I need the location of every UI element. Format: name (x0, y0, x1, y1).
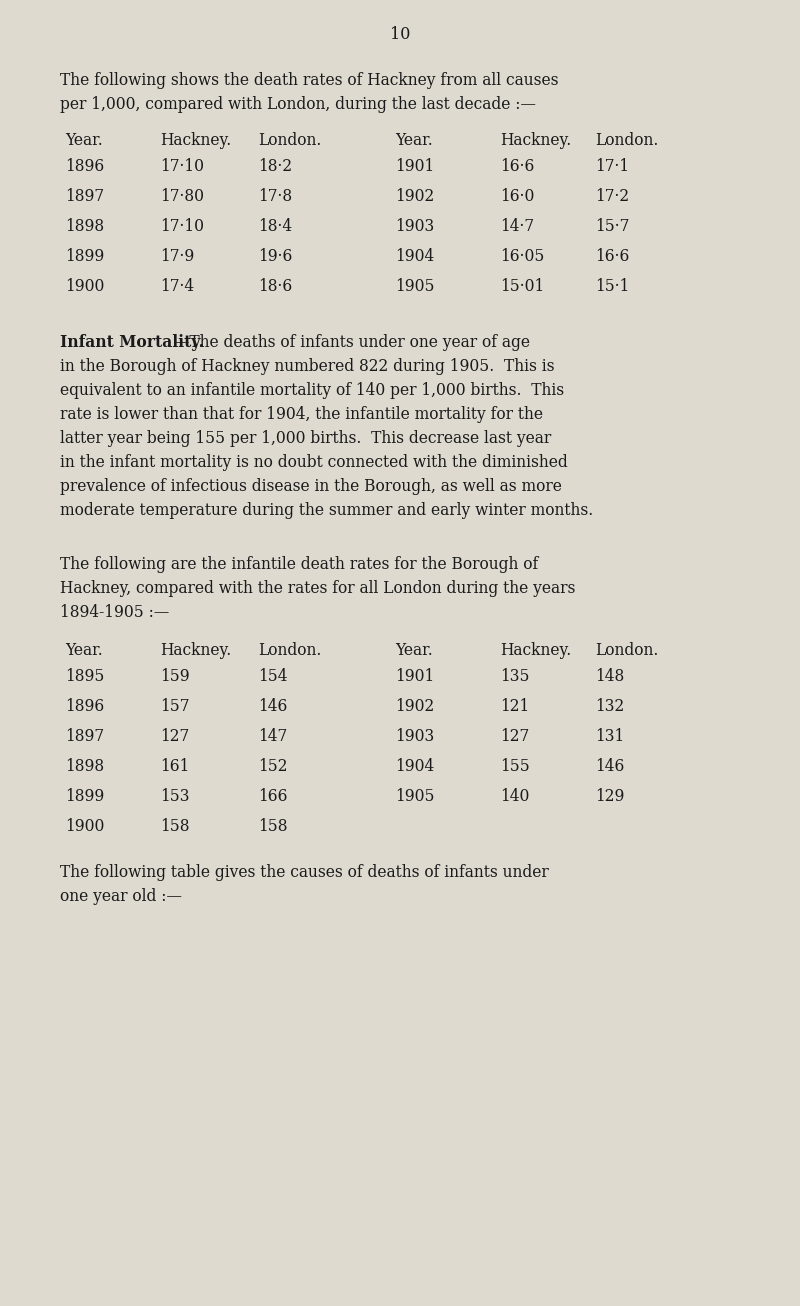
Text: 1895: 1895 (65, 667, 104, 686)
Text: Infant Mortality.: Infant Mortality. (60, 334, 204, 351)
Text: 1900: 1900 (65, 818, 104, 835)
Text: 17·2: 17·2 (595, 188, 629, 205)
Text: 17·9: 17·9 (160, 248, 194, 265)
Text: 15·1: 15·1 (595, 278, 630, 295)
Text: Year.: Year. (65, 643, 102, 660)
Text: 1904: 1904 (395, 757, 434, 774)
Text: in the infant mortality is no doubt connected with the diminished: in the infant mortality is no doubt conn… (60, 454, 568, 471)
Text: 146: 146 (595, 757, 624, 774)
Text: 153: 153 (160, 788, 190, 804)
Text: 17·8: 17·8 (258, 188, 292, 205)
Text: latter year being 155 per 1,000 births.  This decrease last year: latter year being 155 per 1,000 births. … (60, 430, 551, 447)
Text: Hackney.: Hackney. (500, 132, 571, 149)
Text: Hackney.: Hackney. (500, 643, 571, 660)
Text: 140: 140 (500, 788, 530, 804)
Text: 155: 155 (500, 757, 530, 774)
Text: 166: 166 (258, 788, 287, 804)
Text: 1901: 1901 (395, 158, 434, 175)
Text: 14·7: 14·7 (500, 218, 534, 235)
Text: 1899: 1899 (65, 248, 104, 265)
Text: 16·05: 16·05 (500, 248, 544, 265)
Text: prevalence of infectious disease in the Borough, as well as more: prevalence of infectious disease in the … (60, 478, 562, 495)
Text: 1900: 1900 (65, 278, 104, 295)
Text: 16·0: 16·0 (500, 188, 534, 205)
Text: 1899: 1899 (65, 788, 104, 804)
Text: 1903: 1903 (395, 727, 434, 744)
Text: The following table gives the causes of deaths of infants under: The following table gives the causes of … (60, 865, 549, 882)
Text: 127: 127 (160, 727, 190, 744)
Text: 15·7: 15·7 (595, 218, 630, 235)
Text: 19·6: 19·6 (258, 248, 292, 265)
Text: Hackney.: Hackney. (160, 643, 231, 660)
Text: Year.: Year. (395, 643, 433, 660)
Text: Year.: Year. (395, 132, 433, 149)
Text: 16·6: 16·6 (595, 248, 630, 265)
Text: London.: London. (258, 132, 322, 149)
Text: Year.: Year. (65, 132, 102, 149)
Text: 18·4: 18·4 (258, 218, 292, 235)
Text: 161: 161 (160, 757, 190, 774)
Text: 17·80: 17·80 (160, 188, 204, 205)
Text: 1898: 1898 (65, 757, 104, 774)
Text: 17·10: 17·10 (160, 218, 204, 235)
Text: 1902: 1902 (395, 697, 434, 714)
Text: 1901: 1901 (395, 667, 434, 686)
Text: The following are the infantile death rates for the Borough of: The following are the infantile death ra… (60, 556, 538, 573)
Text: 15·01: 15·01 (500, 278, 544, 295)
Text: one year old :—: one year old :— (60, 888, 182, 905)
Text: Hackney.: Hackney. (160, 132, 231, 149)
Text: 1905: 1905 (395, 788, 434, 804)
Text: 158: 158 (160, 818, 190, 835)
Text: London.: London. (258, 643, 322, 660)
Text: 18·2: 18·2 (258, 158, 292, 175)
Text: 16·6: 16·6 (500, 158, 534, 175)
Text: equivalent to an infantile mortality of 140 per 1,000 births.  This: equivalent to an infantile mortality of … (60, 381, 564, 400)
Text: 135: 135 (500, 667, 530, 686)
Text: 17·4: 17·4 (160, 278, 194, 295)
Text: rate is lower than that for 1904, the infantile mortality for the: rate is lower than that for 1904, the in… (60, 406, 543, 423)
Text: 1904: 1904 (395, 248, 434, 265)
Text: 1896: 1896 (65, 697, 104, 714)
Text: 18·6: 18·6 (258, 278, 292, 295)
Text: 152: 152 (258, 757, 287, 774)
Text: The following shows the death rates of Hackney from all causes: The following shows the death rates of H… (60, 72, 558, 89)
Text: 1905: 1905 (395, 278, 434, 295)
Text: 1894-1905 :—: 1894-1905 :— (60, 603, 170, 620)
Text: 148: 148 (595, 667, 624, 686)
Text: 1898: 1898 (65, 218, 104, 235)
Text: 159: 159 (160, 667, 190, 686)
Text: 1903: 1903 (395, 218, 434, 235)
Text: 17·10: 17·10 (160, 158, 204, 175)
Text: 1897: 1897 (65, 188, 104, 205)
Text: 147: 147 (258, 727, 287, 744)
Text: —The deaths of infants under one year of age: —The deaths of infants under one year of… (174, 334, 530, 351)
Text: 129: 129 (595, 788, 624, 804)
Text: 146: 146 (258, 697, 287, 714)
Text: 154: 154 (258, 667, 287, 686)
Text: 121: 121 (500, 697, 530, 714)
Text: 132: 132 (595, 697, 624, 714)
Text: London.: London. (595, 132, 658, 149)
Text: 158: 158 (258, 818, 287, 835)
Text: London.: London. (595, 643, 658, 660)
Text: in the Borough of Hackney numbered 822 during 1905.  This is: in the Borough of Hackney numbered 822 d… (60, 358, 554, 375)
Text: 157: 157 (160, 697, 190, 714)
Text: 17·1: 17·1 (595, 158, 629, 175)
Text: Hackney, compared with the rates for all London during the years: Hackney, compared with the rates for all… (60, 580, 575, 597)
Text: 127: 127 (500, 727, 530, 744)
Text: 1902: 1902 (395, 188, 434, 205)
Text: moderate temperature during the summer and early winter months.: moderate temperature during the summer a… (60, 502, 594, 518)
Text: per 1,000, compared with London, during the last decade :—: per 1,000, compared with London, during … (60, 97, 536, 114)
Text: 10: 10 (390, 26, 410, 43)
Text: 1896: 1896 (65, 158, 104, 175)
Text: 1897: 1897 (65, 727, 104, 744)
Text: 131: 131 (595, 727, 624, 744)
